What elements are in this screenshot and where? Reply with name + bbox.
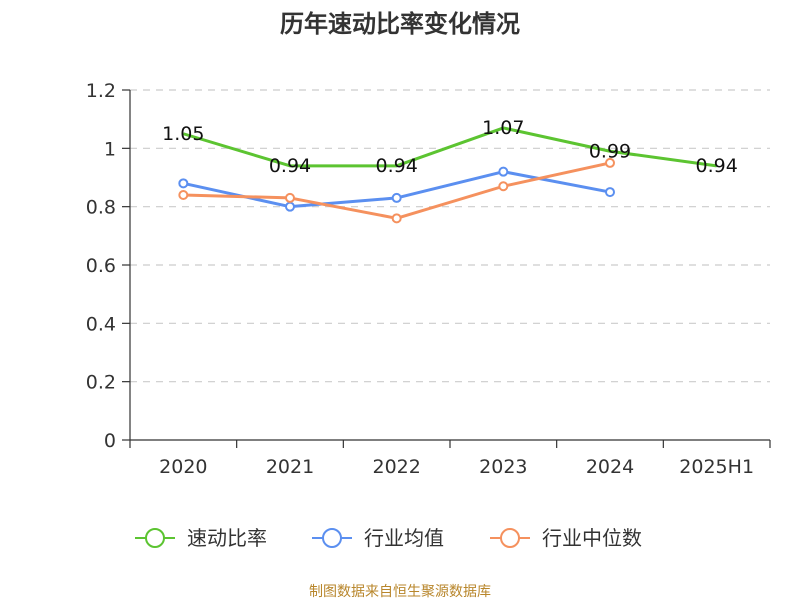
x-tick-label: 2023 <box>479 456 527 478</box>
legend-marker <box>145 528 165 548</box>
x-tick-label: 2025H1 <box>679 456 754 478</box>
x-tick-label: 2020 <box>159 456 207 478</box>
legend-label: 行业均值 <box>364 526 444 550</box>
x-tick-label: 2024 <box>586 456 634 478</box>
axes: 0 0.2 0.4 0.6 0.8 1 1.2 2020 2021 2022 2023 2024 202… <box>86 80 771 478</box>
data-label: 1.07 <box>482 117 524 139</box>
x-tick-label: 2021 <box>266 456 314 478</box>
data-point <box>498 166 509 177</box>
y-tick-label: 1.2 <box>86 80 116 102</box>
y-tick-label: 1 <box>104 138 116 160</box>
chart-title: 历年速动比率变化情况 <box>280 10 520 38</box>
legend-label: 速动比率 <box>187 526 267 550</box>
data-point <box>605 187 615 198</box>
data-label: 1.05 <box>162 123 204 145</box>
x-tick-label: 2022 <box>372 456 420 478</box>
legend-item[interactable]: 行业中位数 <box>490 526 642 550</box>
data-point <box>285 201 295 212</box>
data-point <box>391 213 402 224</box>
y-tick-label: 0.2 <box>86 372 116 394</box>
legend-label: 行业中位数 <box>542 526 642 550</box>
data-point <box>178 190 189 200</box>
series-line <box>182 126 717 168</box>
data-labels: 1.05 0.94 0.94 1.07 0.99 0.94 <box>162 117 738 177</box>
data-point <box>178 178 189 189</box>
source-note: 制图数据来自恒生聚源数据库 <box>309 584 491 600</box>
data-label: 0.94 <box>376 155 418 177</box>
data-label: 0.94 <box>696 155 738 177</box>
series-points <box>178 157 615 224</box>
legend-marker <box>322 528 342 548</box>
data-point <box>605 157 615 168</box>
grid-lines <box>130 89 770 383</box>
y-tick-label: 0 <box>104 430 116 452</box>
data-point <box>285 192 295 203</box>
series-lines <box>182 126 717 220</box>
data-point <box>498 181 509 192</box>
legend-item[interactable]: 速动比率 <box>135 526 267 550</box>
legend[interactable]: 速动比率 行业均值 行业中位数 <box>135 526 642 550</box>
data-label: 0.99 <box>589 140 631 162</box>
legend-marker <box>500 528 520 548</box>
legend-item[interactable]: 行业均值 <box>312 526 444 550</box>
y-tick-label: 0.8 <box>86 197 116 219</box>
data-point <box>391 192 402 203</box>
y-tick-label: 0.6 <box>86 255 116 277</box>
y-tick-label: 0.4 <box>86 313 116 335</box>
data-label: 0.94 <box>269 155 311 177</box>
